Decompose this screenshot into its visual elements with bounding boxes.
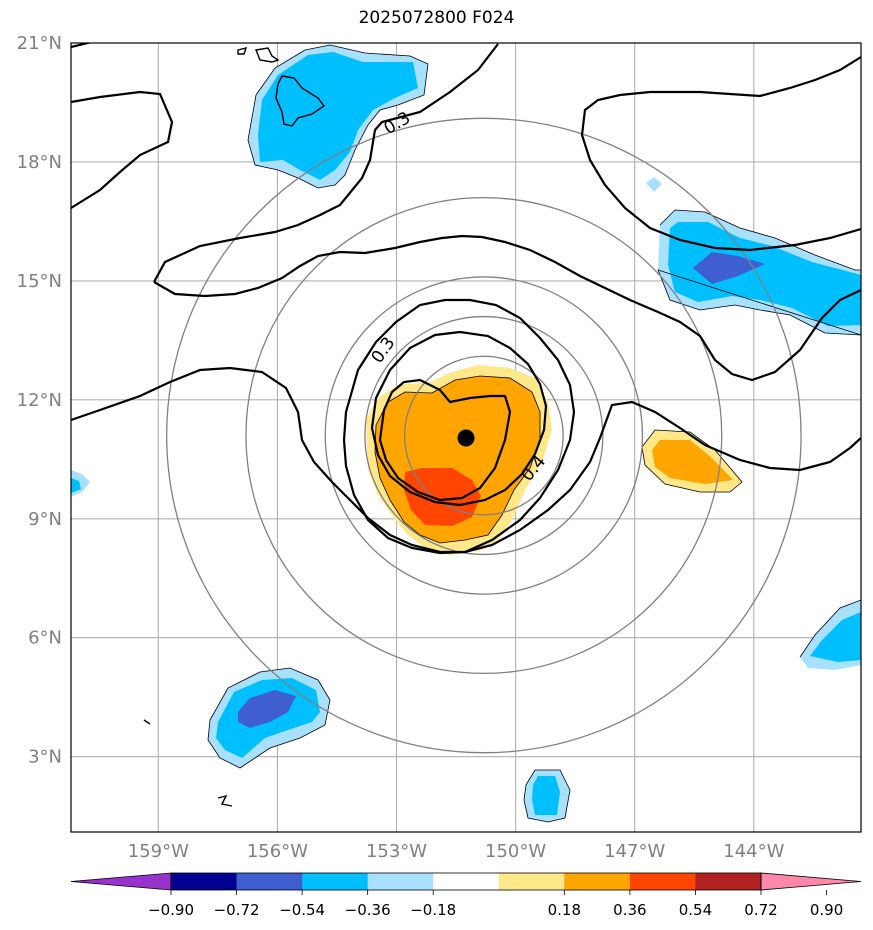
contour-mid-west bbox=[153, 234, 861, 382]
lon-tick-label: 153°W bbox=[366, 841, 427, 862]
colorbar-segment bbox=[629, 873, 696, 890]
colorbar-tick-label: −0.72 bbox=[214, 901, 260, 919]
lat-tick-label: 6°N bbox=[28, 628, 62, 649]
colorbar-extend-high bbox=[760, 872, 862, 891]
colorbar-tick-label: −0.18 bbox=[410, 901, 456, 919]
range-rings bbox=[166, 117, 802, 754]
shade-sw-dark bbox=[238, 690, 296, 728]
shade-east-dark bbox=[693, 252, 765, 284]
colorbar-frame bbox=[170, 872, 762, 891]
colorbar-extend-low bbox=[70, 872, 172, 891]
lat-tick-labels: 21°N 18°N 15°N 12°N 9°N 6°N 3°N bbox=[17, 33, 62, 768]
lon-tick-label: 159°W bbox=[128, 841, 189, 862]
plot-title: 2025072800 F024 bbox=[358, 8, 515, 28]
colorbar-tick-label: 0.54 bbox=[679, 901, 712, 919]
lat-tick-label: 3°N bbox=[28, 747, 62, 768]
colorbar-tick-label: −0.36 bbox=[345, 901, 391, 919]
island-sw-1 bbox=[143, 719, 151, 725]
range-ring bbox=[403, 355, 564, 516]
shade-westedge-blue bbox=[71, 478, 81, 493]
colorbar-segment bbox=[302, 873, 369, 890]
island-maui bbox=[255, 47, 280, 63]
colorbar-segment bbox=[564, 873, 631, 890]
range-ring bbox=[324, 276, 644, 595]
colorbar: −0.90 −0.72 −0.54 −0.36 −0.18 0.18 0.36 0.54 0.7… bbox=[70, 872, 862, 919]
range-ring bbox=[364, 315, 604, 556]
island-oahu bbox=[237, 47, 248, 55]
colorbar-segment bbox=[695, 873, 762, 890]
hawaii-islands bbox=[143, 47, 326, 807]
shade-east-blip bbox=[646, 177, 662, 192]
colorbar-tick-label: −0.90 bbox=[148, 901, 194, 919]
map-frame bbox=[70, 42, 862, 833]
range-ring bbox=[166, 117, 802, 754]
lat-tick-label: 9°N bbox=[28, 509, 62, 530]
colorbar-segment bbox=[171, 873, 238, 890]
lon-tick-label: 150°W bbox=[485, 841, 546, 862]
map-content: 0.3 0.3 0.4 bbox=[71, 43, 861, 832]
contour-ne bbox=[580, 56, 861, 252]
contour-0.4-ring bbox=[370, 330, 548, 507]
colorbar-tick-label: 0.90 bbox=[810, 901, 843, 919]
colorbar-tick-label: −0.54 bbox=[279, 901, 325, 919]
storm-center-marker bbox=[457, 429, 475, 447]
lon-tick-labels: 159°W 156°W 153°W 150°W 147°W 144°W bbox=[128, 841, 785, 862]
shade-blob-orange bbox=[652, 440, 733, 484]
lat-tick-label: 21°N bbox=[17, 33, 62, 54]
colorbar-tick-label: 0.72 bbox=[744, 901, 777, 919]
island-big-island bbox=[275, 75, 326, 127]
shade-outlines bbox=[207, 44, 861, 823]
lon-tick-label: 156°W bbox=[247, 841, 308, 862]
shade-south-blue bbox=[532, 776, 560, 815]
colorbar-segment bbox=[498, 873, 565, 890]
range-ring bbox=[245, 196, 723, 675]
lat-tick-label: 15°N bbox=[17, 271, 62, 292]
colorbar-segment bbox=[367, 873, 434, 890]
lon-tick-label: 144°W bbox=[723, 841, 784, 862]
contour-0.5-inner bbox=[378, 378, 512, 502]
contour-0.3-ring bbox=[342, 298, 576, 555]
shading-layer bbox=[71, 45, 861, 822]
colorbar-segment bbox=[236, 873, 303, 890]
contour-nw-line bbox=[71, 90, 174, 209]
colorbar-tick-label: 0.36 bbox=[613, 901, 646, 919]
colorbar-segment bbox=[433, 873, 500, 890]
island-sw-2 bbox=[217, 794, 233, 807]
contour-west-long bbox=[71, 366, 861, 554]
lon-tick-label: 147°W bbox=[604, 841, 665, 862]
shade-fareast-blue bbox=[810, 612, 861, 662]
contour-lines bbox=[71, 43, 861, 555]
lat-tick-label: 18°N bbox=[17, 152, 62, 173]
contour-main-0.3-north bbox=[153, 43, 499, 283]
colorbar-tick-label: 0.18 bbox=[548, 901, 581, 919]
lat-tick-label: 12°N bbox=[17, 390, 62, 411]
